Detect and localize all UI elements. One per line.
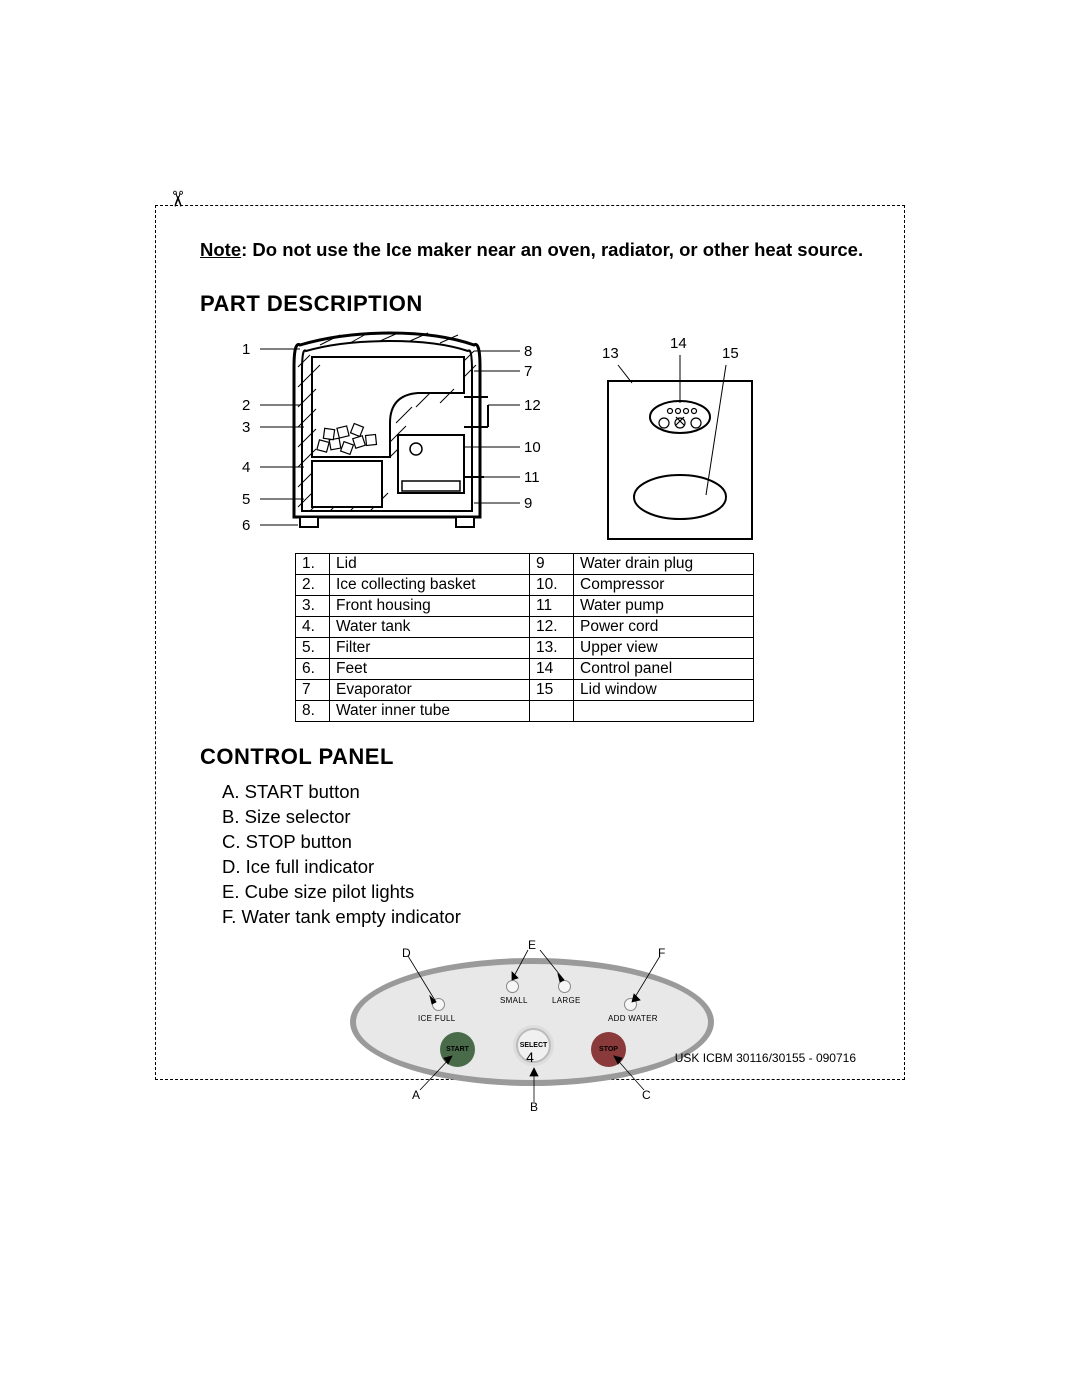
table-cell: 1. (296, 553, 330, 574)
table-cell: 11 (530, 595, 574, 616)
table-row: 8.Water inner tube (296, 700, 754, 721)
panel-callout-f: F (658, 946, 665, 960)
table-cell: 5. (296, 637, 330, 658)
callout-14: 14 (670, 335, 687, 352)
diagrams-row: 1 2 3 4 5 6 8 7 12 10 11 9 (240, 327, 864, 547)
label-ice-full: ICE FULL (418, 1014, 456, 1023)
table-cell: Lid (330, 553, 530, 574)
table-row: 5.Filter13.Upper view (296, 637, 754, 658)
table-cell: Evaporator (330, 679, 530, 700)
callout-6: 6 (242, 517, 250, 534)
table-cell: 12. (530, 616, 574, 637)
table-cell: 9 (530, 553, 574, 574)
table-cell: Compressor (574, 574, 754, 595)
control-panel-diagram: SMALL LARGE ICE FULL ADD WATER START SEL… (322, 940, 742, 1110)
callout-7: 7 (524, 363, 532, 380)
control-panel-heading: CONTROL PANEL (200, 744, 864, 770)
part-description-heading: PART DESCRIPTION (200, 291, 864, 317)
panel-callout-e: E (528, 938, 536, 952)
note-paragraph: Note: Do not use the Ice maker near an o… (200, 238, 864, 263)
table-cell: Control panel (574, 658, 754, 679)
table-cell: 13. (530, 637, 574, 658)
callout-10: 10 (524, 439, 541, 456)
diagram-top-view: 13 14 15 (580, 347, 780, 547)
table-cell: Ice collecting basket (330, 574, 530, 595)
label-small: SMALL (500, 996, 528, 1005)
panel-callout-d: D (402, 946, 411, 960)
table-cell: 8. (296, 700, 330, 721)
table-cell: Lid window (574, 679, 754, 700)
callout-2: 2 (242, 397, 250, 414)
callout-5: 5 (242, 491, 250, 508)
panel-callout-b: B (530, 1100, 538, 1114)
callout-12: 12 (524, 397, 541, 414)
led-large (558, 980, 571, 993)
table-row: 2.Ice collecting basket10.Compressor (296, 574, 754, 595)
list-item: C. STOP button (222, 830, 864, 855)
note-text: : Do not use the Ice maker near an oven,… (241, 239, 863, 260)
table-cell: 15 (530, 679, 574, 700)
callout-8: 8 (524, 343, 532, 360)
cutaway-svg (240, 327, 540, 547)
list-item: E. Cube size pilot lights (222, 880, 864, 905)
callout-9: 9 (524, 495, 532, 512)
table-cell: Water pump (574, 595, 754, 616)
callout-13: 13 (602, 345, 619, 362)
table-cell (574, 700, 754, 721)
callout-1: 1 (242, 341, 250, 358)
table-cell: Water tank (330, 616, 530, 637)
table-cell: 14 (530, 658, 574, 679)
table-cell: Front housing (330, 595, 530, 616)
table-cell: Feet (330, 658, 530, 679)
table-row: 1.Lid9Water drain plug (296, 553, 754, 574)
note-label: Note (200, 239, 241, 260)
list-item: A. START button (222, 780, 864, 805)
table-cell: Water drain plug (574, 553, 754, 574)
callout-11: 11 (524, 469, 540, 486)
led-small (506, 980, 519, 993)
table-cell: 6. (296, 658, 330, 679)
table-cell: 10. (530, 574, 574, 595)
table-row: 6.Feet14Control panel (296, 658, 754, 679)
document-id: USK ICBM 30116/30155 - 090716 (675, 1051, 856, 1065)
table-cell (530, 700, 574, 721)
table-row: 3.Front housing11Water pump (296, 595, 754, 616)
panel-callout-a: A (412, 1088, 420, 1102)
top-view-svg (580, 347, 780, 547)
label-add-water: ADD WATER (608, 1014, 658, 1023)
table-cell: 4. (296, 616, 330, 637)
table-cell: Power cord (574, 616, 754, 637)
table-cell: 3. (296, 595, 330, 616)
led-add-water (624, 998, 637, 1011)
table-cell: 7 (296, 679, 330, 700)
panel-callout-c: C (642, 1088, 651, 1102)
table-cell: Water inner tube (330, 700, 530, 721)
panel-ellipse (350, 958, 714, 1086)
list-item: D. Ice full indicator (222, 855, 864, 880)
callout-3: 3 (242, 419, 250, 436)
table-cell: Upper view (574, 637, 754, 658)
callout-15: 15 (722, 345, 739, 362)
diagram-cutaway: 1 2 3 4 5 6 8 7 12 10 11 9 (240, 327, 540, 547)
table-cell: 2. (296, 574, 330, 595)
list-item: B. Size selector (222, 805, 864, 830)
label-large: LARGE (552, 996, 581, 1005)
list-item: F. Water tank empty indicator (222, 905, 864, 930)
control-panel-list: A. START buttonB. Size selectorC. STOP b… (222, 780, 864, 930)
table-cell: Filter (330, 637, 530, 658)
parts-table: 1.Lid9Water drain plug2.Ice collecting b… (295, 553, 754, 722)
led-ice-full (432, 998, 445, 1011)
page-frame: Note: Do not use the Ice maker near an o… (155, 205, 905, 1080)
table-row: 7Evaporator15Lid window (296, 679, 754, 700)
table-row: 4.Water tank12.Power cord (296, 616, 754, 637)
callout-4: 4 (242, 459, 250, 476)
